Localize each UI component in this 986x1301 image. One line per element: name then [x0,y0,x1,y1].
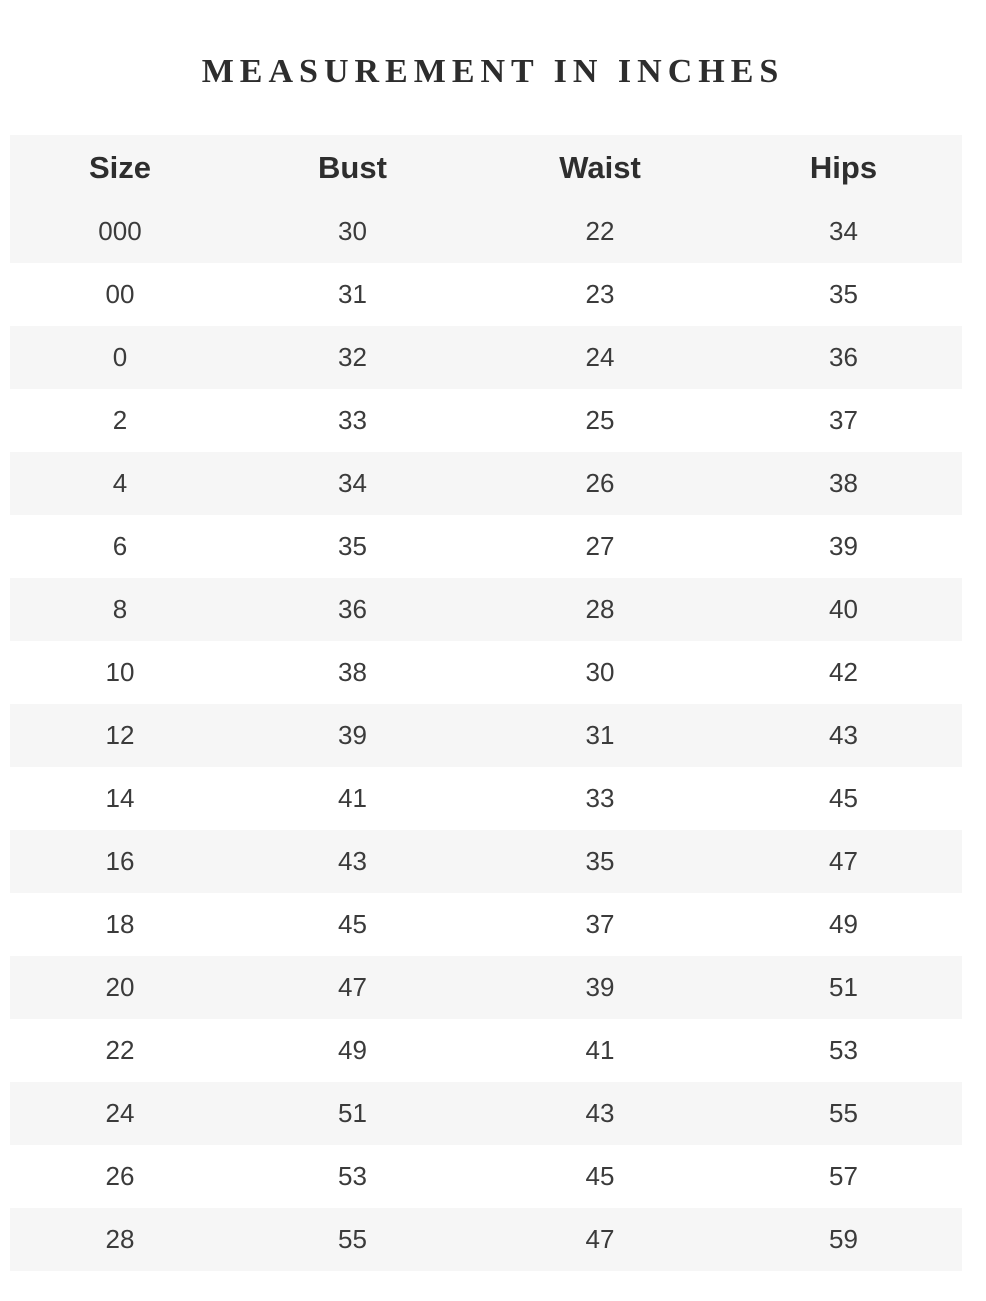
cell-bust: 49 [230,1019,475,1082]
table-row: 22 49 41 53 [10,1019,962,1082]
cell-waist: 28 [475,578,725,641]
cell-size: 2 [10,389,230,452]
cell-bust: 43 [230,830,475,893]
cell-hips: 39 [725,515,962,578]
cell-bust: 41 [230,767,475,830]
cell-size: 00 [10,263,230,326]
cell-size: 18 [10,893,230,956]
cell-size: 8 [10,578,230,641]
cell-hips: 51 [725,956,962,1019]
cell-waist: 27 [475,515,725,578]
table-row: 8 36 28 40 [10,578,962,641]
cell-bust: 30 [230,200,475,263]
cell-hips: 59 [725,1208,962,1271]
cell-hips: 45 [725,767,962,830]
table-header: Size Bust Waist Hips [10,135,962,200]
page-title: MEASUREMENT IN INCHES [201,53,785,90]
table-row: 10 38 30 42 [10,641,962,704]
size-chart-table-container: Size Bust Waist Hips 000 30 22 34 00 31 23 35 0 3… [10,135,962,1271]
cell-size: 0 [10,326,230,389]
cell-hips: 37 [725,389,962,452]
column-header-size: Size [10,135,230,200]
cell-waist: 31 [475,704,725,767]
cell-waist: 45 [475,1145,725,1208]
cell-bust: 31 [230,263,475,326]
cell-bust: 32 [230,326,475,389]
cell-size: 10 [10,641,230,704]
cell-hips: 36 [725,326,962,389]
table-row: 4 34 26 38 [10,452,962,515]
cell-bust: 45 [230,893,475,956]
cell-bust: 36 [230,578,475,641]
cell-hips: 57 [725,1145,962,1208]
cell-waist: 22 [475,200,725,263]
table-row: 26 53 45 57 [10,1145,962,1208]
cell-waist: 41 [475,1019,725,1082]
cell-hips: 43 [725,704,962,767]
cell-waist: 26 [475,452,725,515]
table-row: 6 35 27 39 [10,515,962,578]
table-row: 000 30 22 34 [10,200,962,263]
cell-waist: 35 [475,830,725,893]
cell-bust: 55 [230,1208,475,1271]
cell-hips: 47 [725,830,962,893]
cell-waist: 30 [475,641,725,704]
cell-size: 14 [10,767,230,830]
cell-hips: 38 [725,452,962,515]
table-row: 12 39 31 43 [10,704,962,767]
cell-hips: 53 [725,1019,962,1082]
cell-size: 000 [10,200,230,263]
table-row: 20 47 39 51 [10,956,962,1019]
column-header-bust: Bust [230,135,475,200]
cell-bust: 53 [230,1145,475,1208]
cell-waist: 39 [475,956,725,1019]
cell-hips: 35 [725,263,962,326]
cell-bust: 35 [230,515,475,578]
cell-size: 22 [10,1019,230,1082]
cell-bust: 33 [230,389,475,452]
cell-bust: 51 [230,1082,475,1145]
cell-waist: 47 [475,1208,725,1271]
cell-size: 4 [10,452,230,515]
cell-hips: 55 [725,1082,962,1145]
cell-hips: 42 [725,641,962,704]
table-row: 28 55 47 59 [10,1208,962,1271]
cell-size: 20 [10,956,230,1019]
cell-bust: 34 [230,452,475,515]
column-header-waist: Waist [475,135,725,200]
table-header-row: Size Bust Waist Hips [10,135,962,200]
column-header-hips: Hips [725,135,962,200]
cell-hips: 49 [725,893,962,956]
cell-hips: 34 [725,200,962,263]
cell-bust: 39 [230,704,475,767]
table-row: 0 32 24 36 [10,326,962,389]
cell-waist: 23 [475,263,725,326]
cell-hips: 40 [725,578,962,641]
table-row: 14 41 33 45 [10,767,962,830]
table-row: 00 31 23 35 [10,263,962,326]
cell-waist: 25 [475,389,725,452]
cell-size: 6 [10,515,230,578]
table-row: 2 33 25 37 [10,389,962,452]
cell-size: 24 [10,1082,230,1145]
cell-size: 16 [10,830,230,893]
cell-size: 28 [10,1208,230,1271]
table-body: 000 30 22 34 00 31 23 35 0 32 24 36 2 33 25 37 4 34 26 38 6 3… [10,200,962,1271]
cell-waist: 37 [475,893,725,956]
cell-bust: 38 [230,641,475,704]
table-row: 24 51 43 55 [10,1082,962,1145]
cell-waist: 43 [475,1082,725,1145]
cell-size: 12 [10,704,230,767]
cell-bust: 47 [230,956,475,1019]
table-row: 18 45 37 49 [10,893,962,956]
table-row: 16 43 35 47 [10,830,962,893]
cell-waist: 33 [475,767,725,830]
cell-waist: 24 [475,326,725,389]
measurement-table: Size Bust Waist Hips 000 30 22 34 00 31 23 35 0 3… [10,135,962,1271]
cell-size: 26 [10,1145,230,1208]
